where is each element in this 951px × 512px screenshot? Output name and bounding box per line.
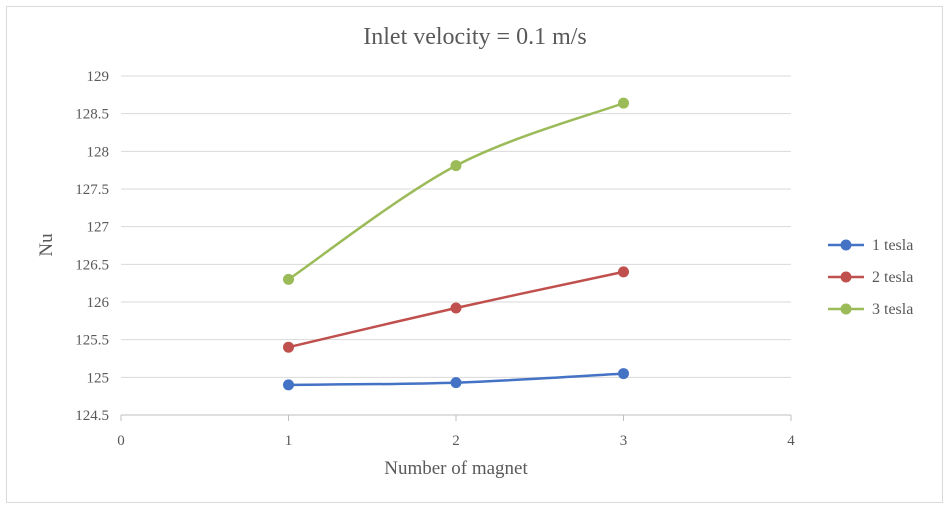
data-point-3-tesla — [618, 97, 629, 109]
y-tick-label: 128.5 — [75, 107, 109, 123]
y-tick-label: 126.5 — [75, 257, 109, 273]
legend-label: 3 tesla — [872, 301, 913, 318]
y-tick-label: 128 — [87, 144, 110, 160]
legend-label: 1 tesla — [872, 237, 913, 254]
series-lines — [287, 101, 625, 387]
x-tick-label: 0 — [117, 433, 125, 449]
y-tick-label: 127.5 — [75, 182, 109, 198]
legend-label: 2 tesla — [872, 269, 913, 286]
x-tick-label: 4 — [787, 433, 795, 449]
y-tick-label: 129 — [87, 69, 110, 85]
x-tick-label: 3 — [620, 433, 628, 449]
y-tick-label: 125 — [87, 370, 110, 386]
data-point-2-tesla — [283, 341, 294, 353]
data-point-1-tesla — [283, 379, 294, 391]
y-tick-label: 126 — [87, 295, 110, 311]
x-axis-title: Number of magnet — [384, 458, 528, 479]
legend-swatch-marker — [840, 303, 852, 315]
legend: 1 tesla 2 tesla 3 tesla — [828, 237, 913, 318]
series-line-3-tesla — [287, 101, 625, 281]
legend-swatch-marker — [840, 239, 852, 251]
x-tick-label: 1 — [285, 433, 293, 449]
y-tick-label: 124.5 — [75, 408, 109, 424]
chart-title: Inlet velocity = 0.1 m/s — [363, 24, 587, 50]
x-tick-label: 2 — [452, 433, 460, 449]
data-point-2-tesla — [450, 302, 462, 314]
data-point-1-tesla — [450, 377, 462, 389]
data-point-3-tesla — [450, 160, 462, 172]
y-tick-label: 127 — [87, 220, 110, 236]
axes: 124.5 125 125.5 126 126.5 127 127.5 128 128.5 129… — [75, 69, 795, 449]
legend-swatch-marker — [840, 271, 852, 283]
series-markers — [283, 97, 629, 391]
chart-area — [6, 6, 943, 503]
y-axis-title: Nu — [36, 233, 57, 257]
data-point-2-tesla — [618, 266, 629, 278]
data-point-1-tesla — [618, 368, 629, 380]
data-point-3-tesla — [283, 273, 294, 285]
y-tick-label: 125.5 — [75, 333, 109, 349]
gridlines — [121, 75, 791, 378]
